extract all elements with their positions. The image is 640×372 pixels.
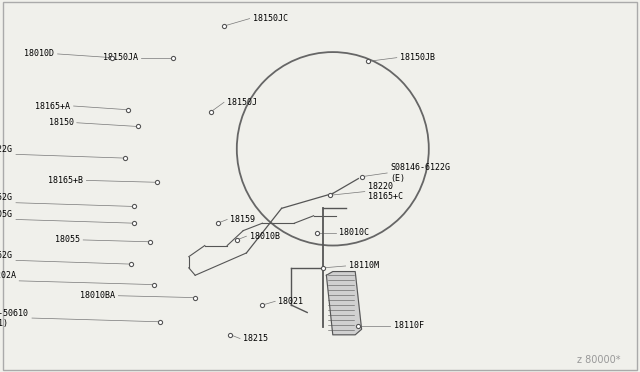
Text: 18220
18165+C: 18220 18165+C bbox=[368, 182, 403, 201]
Text: B08146-6162G
(1): B08146-6162G (1) bbox=[0, 251, 13, 270]
Text: B08146-6252G
(2): B08146-6252G (2) bbox=[0, 193, 13, 212]
Polygon shape bbox=[326, 272, 362, 335]
Text: 18010D: 18010D bbox=[24, 49, 54, 58]
Text: 18110M: 18110M bbox=[349, 262, 379, 270]
Text: 18110F: 18110F bbox=[394, 321, 424, 330]
Text: 18010B: 18010B bbox=[250, 232, 280, 241]
Text: S08363-6105G
(1): S08363-6105G (1) bbox=[0, 210, 13, 229]
Text: 18165+B: 18165+B bbox=[48, 176, 83, 185]
Text: 18150J: 18150J bbox=[227, 98, 257, 107]
Text: 18150JA: 18150JA bbox=[102, 53, 138, 62]
Text: 18055: 18055 bbox=[55, 235, 80, 244]
Text: S08146-6122G
(2): S08146-6122G (2) bbox=[0, 145, 13, 164]
Text: S08146-6122G
(E): S08146-6122G (E) bbox=[390, 163, 451, 183]
Text: 18165+A: 18165+A bbox=[35, 102, 70, 110]
Text: 18010C: 18010C bbox=[339, 228, 369, 237]
Text: 18021: 18021 bbox=[278, 297, 303, 306]
Text: z 80000*: z 80000* bbox=[577, 355, 621, 365]
Text: 18215: 18215 bbox=[243, 334, 268, 343]
Text: 18010BA: 18010BA bbox=[80, 291, 115, 300]
Text: 18150JB: 18150JB bbox=[400, 53, 435, 62]
Text: 18150JC: 18150JC bbox=[253, 14, 288, 23]
Text: 18150: 18150 bbox=[49, 118, 74, 127]
Text: S08566-6202A
(1): S08566-6202A (1) bbox=[0, 271, 16, 291]
Text: 00922-50610
RING(1): 00922-50610 RING(1) bbox=[0, 308, 29, 328]
Text: 18159: 18159 bbox=[230, 215, 255, 224]
